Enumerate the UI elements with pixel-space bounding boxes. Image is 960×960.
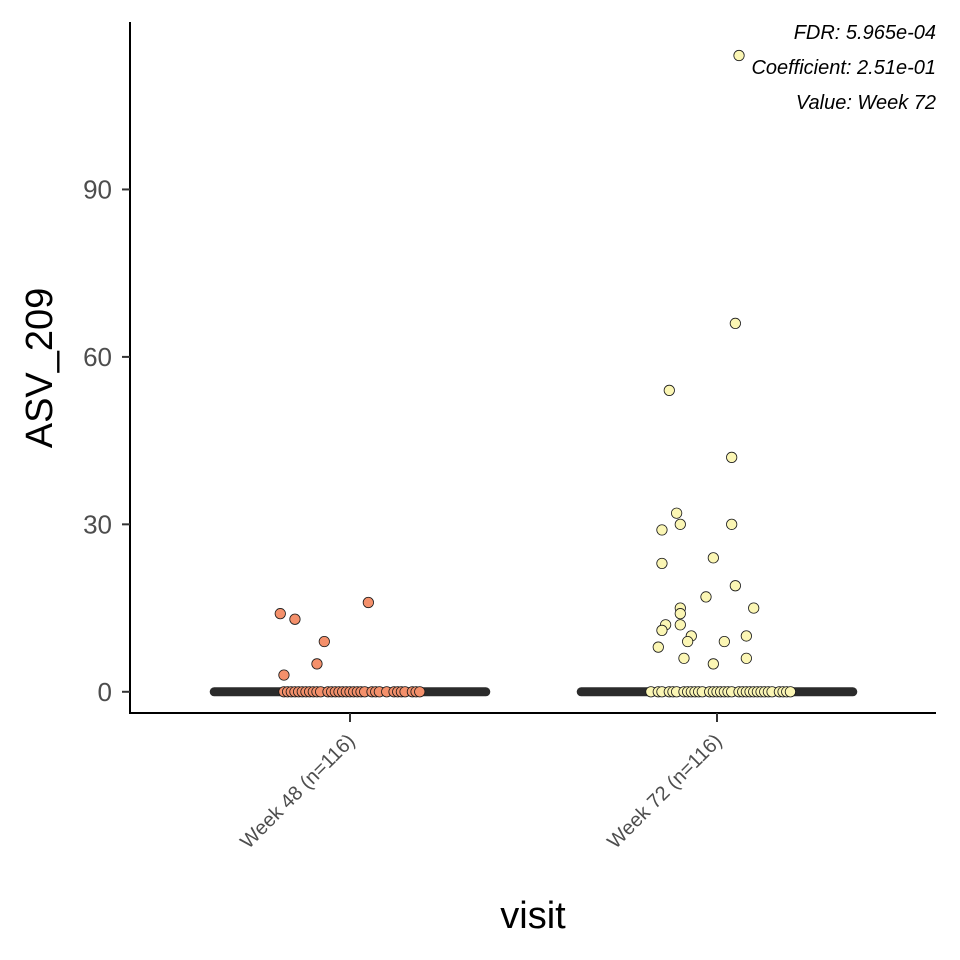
data-point: [726, 518, 738, 530]
data-point: [652, 641, 664, 653]
data-point: [656, 524, 668, 536]
data-point: [274, 608, 286, 620]
data-point: [414, 686, 426, 698]
annotation-text: Value: Week 72: [796, 92, 936, 114]
data-point: [311, 658, 323, 670]
x-axis: Week 48 (n=116) Week 72 (n=116): [129, 712, 936, 853]
data-point: [700, 591, 712, 603]
data-point: [278, 669, 290, 681]
x-ticks: Week 48 (n=116) Week 72 (n=116): [236, 713, 727, 853]
y-tick-label: 90: [83, 174, 112, 204]
x-axis-title: visit: [500, 895, 566, 937]
data-point: [718, 635, 730, 648]
data-point: [656, 557, 668, 570]
data-point: [678, 652, 690, 664]
data-point: [740, 652, 752, 664]
data-point: [289, 613, 301, 625]
data-point: [740, 630, 752, 642]
annotation-text: Coefficient: 2.51e-01: [751, 57, 936, 79]
data-point: [674, 608, 686, 620]
data-point: [362, 596, 374, 609]
data-point: [318, 635, 330, 648]
data-point: [663, 384, 675, 396]
y-ticks: 0 30 60 90: [83, 174, 130, 707]
x-tick-label: Week 72 (n=116): [603, 730, 726, 853]
annotations: FDR: 5.965e-04 Coefficient: 2.51e-01 Value…: [751, 22, 936, 114]
y-tick-label: 0: [98, 677, 112, 707]
data-point: [729, 580, 741, 592]
data-point: [674, 518, 686, 530]
data-point: [671, 507, 683, 519]
x-tick-label: Week 48 (n=116): [236, 730, 359, 853]
data-point: [733, 49, 745, 62]
data-point: [726, 451, 738, 463]
y-axis-title: ASV_209: [19, 288, 61, 449]
plot-area: [209, 49, 858, 698]
data-point: [656, 624, 668, 636]
data-point: [729, 317, 741, 330]
data-point: [748, 602, 760, 614]
data-point: [707, 552, 719, 564]
annotation-text: FDR: 5.965e-04: [794, 22, 936, 44]
y-tick-label: 30: [83, 509, 112, 539]
data-point: [682, 635, 694, 648]
data-point: [674, 619, 686, 631]
y-tick-label: 60: [83, 342, 112, 372]
data-point: [707, 658, 719, 670]
y-axis: 0 30 60 90: [83, 22, 131, 714]
data-point: [784, 686, 797, 698]
